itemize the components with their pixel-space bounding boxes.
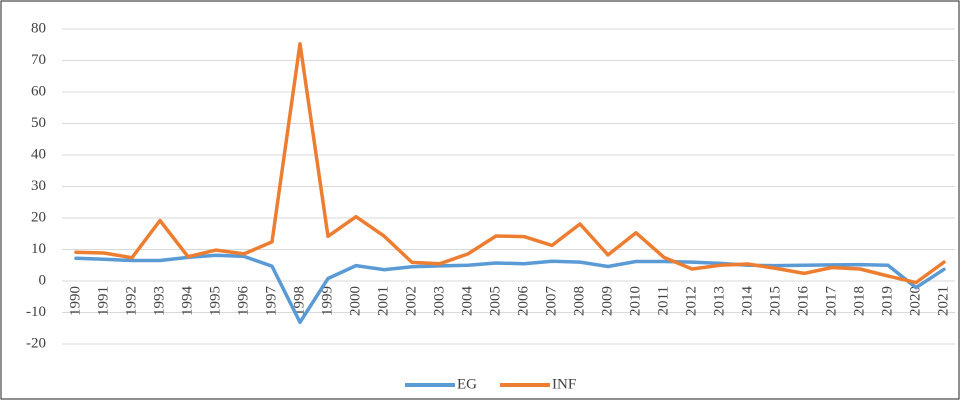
y-tick-label: 0 (39, 272, 47, 288)
x-tick-label: 1998 (291, 286, 307, 316)
x-tick-label: 2020 (907, 286, 923, 316)
y-tick-label: -10 (26, 304, 46, 320)
x-tick-label: 1994 (179, 286, 195, 317)
legend-label: EG (457, 376, 477, 392)
x-tick-label: 2000 (347, 286, 363, 316)
y-tick-label: 30 (31, 178, 46, 194)
x-tick-label: 2001 (375, 286, 391, 316)
x-tick-label: 2011 (655, 286, 671, 315)
x-tick-label: 1992 (123, 286, 139, 316)
legend-label: INF (552, 376, 576, 392)
x-tick-label: 2005 (487, 286, 503, 316)
x-tick-label: 1991 (95, 286, 111, 316)
x-tick-label: 2002 (403, 286, 419, 316)
y-tick-label: 50 (31, 115, 46, 131)
x-tick-label: 1995 (207, 286, 223, 316)
x-tick-label: 2009 (599, 286, 615, 316)
x-tick-label: 2003 (431, 286, 447, 316)
x-tick-label: 2007 (543, 286, 559, 317)
y-tick-label: 40 (31, 146, 46, 162)
x-tick-label: 1990 (67, 286, 83, 316)
x-tick-label: 2015 (767, 286, 783, 316)
x-tick-label: 2013 (711, 286, 727, 316)
x-tick-label: 2014 (739, 286, 755, 317)
y-tick-label: 60 (31, 83, 46, 99)
x-tick-label: 2008 (571, 286, 587, 316)
x-tick-label: 2010 (627, 286, 643, 316)
y-tick-label: 80 (31, 20, 46, 36)
x-tick-label: 2018 (851, 286, 867, 316)
x-tick-label: 2021 (935, 286, 951, 316)
y-tick-label: 20 (31, 209, 46, 225)
x-tick-label: 1996 (235, 286, 251, 317)
y-tick-label: 10 (31, 241, 46, 257)
series-line (74, 42, 946, 285)
x-tick-label: 1997 (263, 286, 279, 317)
x-tick-label: 1993 (151, 286, 167, 316)
x-tick-label: 2019 (879, 286, 895, 316)
x-tick-label: 2004 (459, 286, 475, 317)
x-tick-label: 2017 (823, 286, 839, 317)
y-tick-label: 70 (31, 52, 46, 68)
x-tick-label: 2006 (515, 286, 531, 317)
x-tick-label: 2012 (683, 286, 699, 316)
x-tick-label: 2016 (795, 286, 811, 317)
series-line (74, 253, 946, 325)
y-tick-label: -20 (26, 335, 46, 351)
x-tick-label: 1999 (319, 286, 335, 316)
